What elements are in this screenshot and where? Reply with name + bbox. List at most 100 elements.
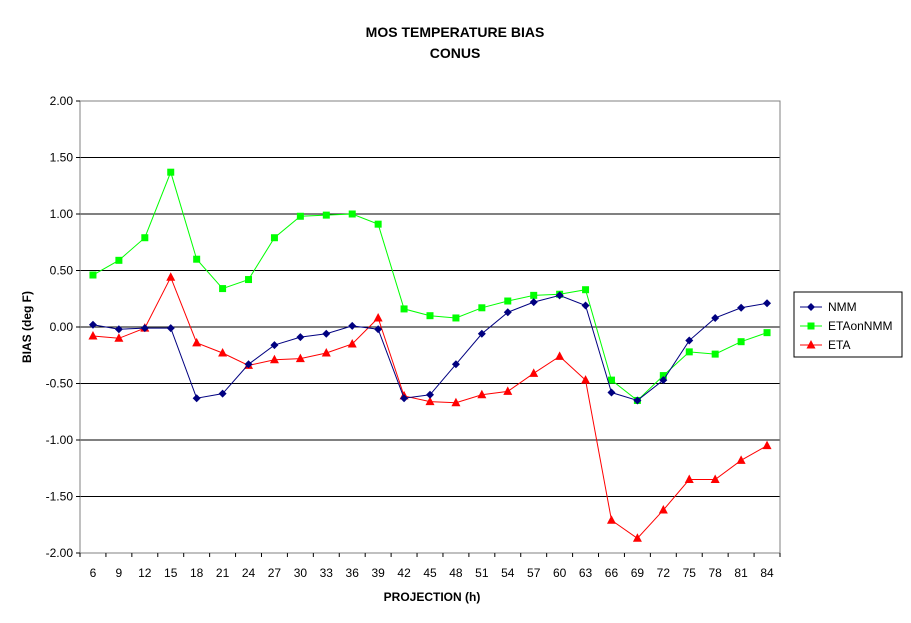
data-point-eta: [658, 505, 668, 514]
data-point-etaonnmm: [582, 286, 590, 294]
data-point-etaonnmm: [322, 211, 330, 219]
data-point-nmm: [270, 341, 279, 350]
data-point-nmm: [737, 303, 746, 312]
x-tick-label: 57: [527, 566, 541, 580]
x-tick-label: 36: [346, 566, 360, 580]
data-point-eta: [529, 368, 539, 377]
data-point-etaonnmm: [193, 255, 201, 263]
x-tick-label: 27: [268, 566, 282, 580]
data-point-etaonnmm: [219, 285, 227, 293]
y-tick-label: -1.00: [46, 433, 74, 447]
data-point-nmm: [88, 320, 97, 329]
data-point-eta: [269, 354, 279, 364]
data-point-eta: [347, 338, 357, 348]
x-tick-label: 75: [683, 566, 697, 580]
data-point-nmm: [711, 313, 720, 322]
data-point-nmm: [763, 299, 772, 308]
legend-label: ETA: [828, 338, 850, 352]
data-point-etaonnmm: [737, 338, 745, 346]
data-point-nmm: [296, 333, 305, 342]
data-point-nmm: [374, 325, 383, 334]
data-point-eta: [373, 312, 383, 322]
data-point-eta: [632, 533, 642, 542]
legend-item-nmm: NMM: [800, 300, 857, 314]
series-nmm: [88, 291, 772, 405]
legend-marker: [807, 303, 815, 311]
data-point-eta: [425, 396, 435, 406]
x-tick-label: 21: [216, 566, 230, 580]
data-point-etaonnmm: [426, 312, 434, 320]
data-point-eta: [581, 375, 591, 384]
y-tick-label: 2.00: [50, 94, 74, 108]
data-point-nmm: [400, 394, 409, 403]
data-point-etaonnmm: [530, 291, 538, 299]
series-etaonnmm: [89, 168, 771, 404]
data-point-nmm: [322, 329, 331, 338]
data-point-etaonnmm: [659, 372, 667, 380]
x-axis-label: PROJECTION (h): [384, 590, 481, 604]
data-point-etaonnmm: [374, 220, 382, 228]
data-point-etaonnmm: [141, 234, 149, 242]
data-point-etaonnmm: [245, 276, 253, 284]
legend-marker: [807, 322, 815, 330]
y-tick-label: -1.50: [46, 490, 74, 504]
data-point-eta: [295, 353, 305, 363]
x-tick-label: 9: [116, 566, 123, 580]
data-point-eta: [451, 397, 461, 407]
data-point-eta: [88, 331, 98, 340]
data-point-etaonnmm: [504, 297, 512, 305]
gridlines: [80, 100, 780, 554]
x-tick-label: 48: [449, 566, 463, 580]
x-tick-label: 69: [631, 566, 645, 580]
x-tick-label: 72: [657, 566, 671, 580]
series-lines: [88, 168, 772, 542]
data-point-etaonnmm: [452, 314, 460, 322]
x-tick-label: 12: [138, 566, 152, 580]
series-line-etaonnmm: [92, 170, 768, 402]
data-point-nmm: [633, 396, 642, 405]
y-tick-label: 0.50: [50, 264, 74, 278]
data-point-etaonnmm: [711, 350, 719, 358]
data-point-eta: [477, 389, 487, 399]
x-tick-label: 78: [709, 566, 723, 580]
data-point-eta: [684, 474, 694, 484]
y-tick-label: -2.00: [46, 546, 74, 560]
data-point-nmm: [348, 321, 357, 330]
data-point-etaonnmm: [115, 256, 123, 264]
data-point-nmm: [114, 325, 123, 334]
data-point-etaonnmm: [478, 304, 486, 312]
data-point-etaonnmm: [89, 271, 97, 279]
data-point-eta: [218, 347, 228, 357]
y-tick-label: 1.50: [50, 151, 74, 165]
x-tick-label: 18: [190, 566, 204, 580]
data-point-nmm: [503, 308, 512, 317]
data-point-etaonnmm: [607, 376, 615, 384]
data-point-nmm: [477, 329, 486, 338]
data-point-eta: [503, 386, 513, 395]
data-point-nmm: [685, 336, 694, 345]
x-tick-label: 51: [475, 566, 489, 580]
data-point-eta: [321, 347, 331, 357]
data-point-eta: [192, 337, 202, 347]
data-point-eta: [762, 440, 772, 450]
data-point-eta: [736, 455, 746, 464]
data-point-etaonnmm: [348, 210, 356, 218]
data-point-nmm: [192, 394, 201, 403]
data-point-nmm: [607, 388, 616, 397]
data-point-etaonnmm: [270, 234, 278, 242]
data-point-nmm: [451, 360, 460, 369]
legend: NMM ETAonNMM ETA: [793, 291, 903, 358]
legend-label: NMM: [828, 300, 857, 314]
y-tick-label: 0.00: [50, 320, 74, 334]
data-point-eta: [114, 333, 124, 342]
x-axis-ticks: 6 9 12 15 18 21 24 27 30 33 36 39 42 45 48 51 54 57 60 63 66…: [79, 553, 781, 580]
legend-item-etaonnmm: ETAonNMM: [800, 319, 892, 333]
x-tick-label: 42: [397, 566, 411, 580]
data-point-nmm: [140, 324, 149, 333]
data-point-eta: [606, 515, 616, 524]
x-tick-label: 6: [90, 566, 97, 580]
chart-subtitle: CONUS: [430, 45, 481, 61]
x-tick-label: 30: [294, 566, 308, 580]
